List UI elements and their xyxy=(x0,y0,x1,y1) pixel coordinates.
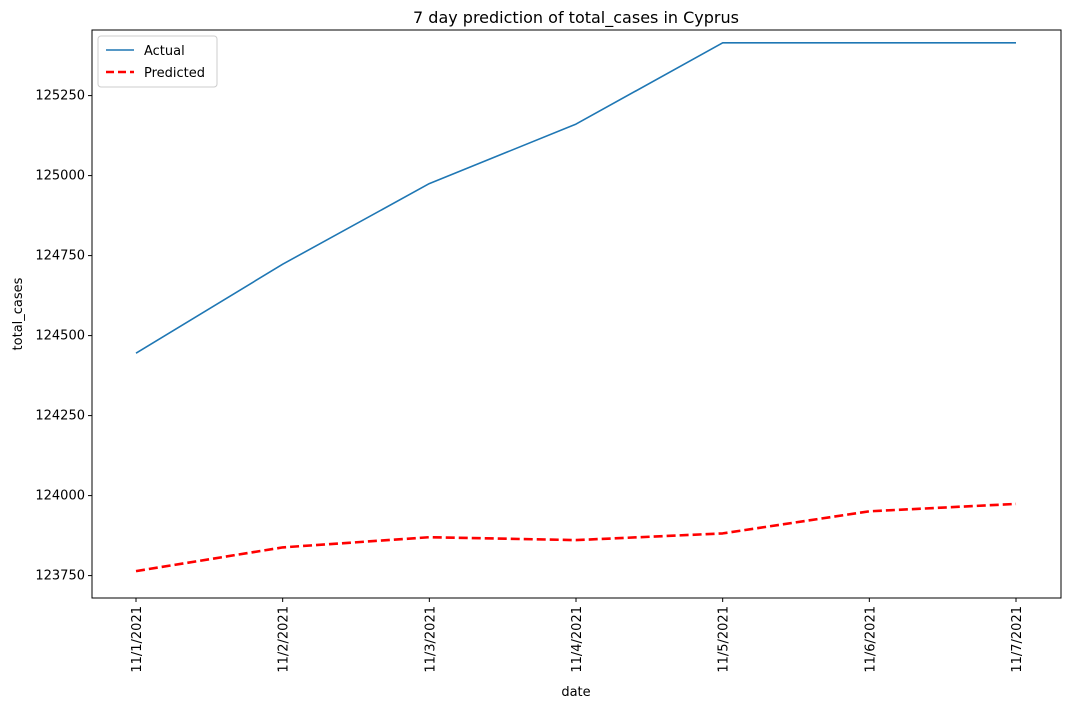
series-line-predicted xyxy=(135,502,1017,573)
y-tick-label: 123750 xyxy=(35,569,85,584)
y-tick-label: 124500 xyxy=(35,329,85,344)
plot-area xyxy=(91,29,1062,599)
y-tick-label: 124750 xyxy=(35,249,85,264)
y-axis: 123750 124000 124250 124500 124750 125000 1252… xyxy=(35,89,92,584)
y-tick-label: 125250 xyxy=(35,89,85,104)
x-tick-label: 11/4/2021 xyxy=(570,606,585,673)
x-axis-label: date xyxy=(561,685,590,700)
y-tick-label: 125000 xyxy=(35,169,85,184)
y-tick-label: 124250 xyxy=(35,409,85,424)
y-tick-label: 124000 xyxy=(35,489,85,504)
x-tick-label: 11/5/2021 xyxy=(717,606,732,673)
x-axis: 11/1/2021 11/2/2021 11/3/2021 11/4/2021 11/5… xyxy=(130,598,1025,673)
x-tick-label: 11/6/2021 xyxy=(863,606,878,673)
x-tick-label: 11/3/2021 xyxy=(423,606,438,673)
x-tick-label: 11/7/2021 xyxy=(1010,606,1025,673)
series-line-actual xyxy=(135,41,1016,354)
legend: Actual Predicted xyxy=(97,35,218,88)
x-tick-label: 11/2/2021 xyxy=(277,606,292,673)
legend-label-actual: Actual xyxy=(144,44,185,59)
x-tick-label: 11/1/2021 xyxy=(130,606,145,673)
legend-box xyxy=(97,35,218,88)
y-axis-label: total_cases xyxy=(11,277,26,350)
series-layer xyxy=(135,41,1017,573)
legend-label-predicted: Predicted xyxy=(144,66,205,81)
chart-title: 7 day prediction of total_cases in Cypru… xyxy=(413,8,739,28)
